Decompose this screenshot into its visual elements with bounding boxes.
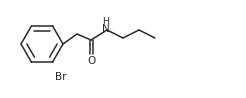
Text: O: O [87,56,95,66]
Text: Br: Br [55,72,66,82]
Text: H: H [103,16,109,25]
Text: N: N [102,24,110,34]
